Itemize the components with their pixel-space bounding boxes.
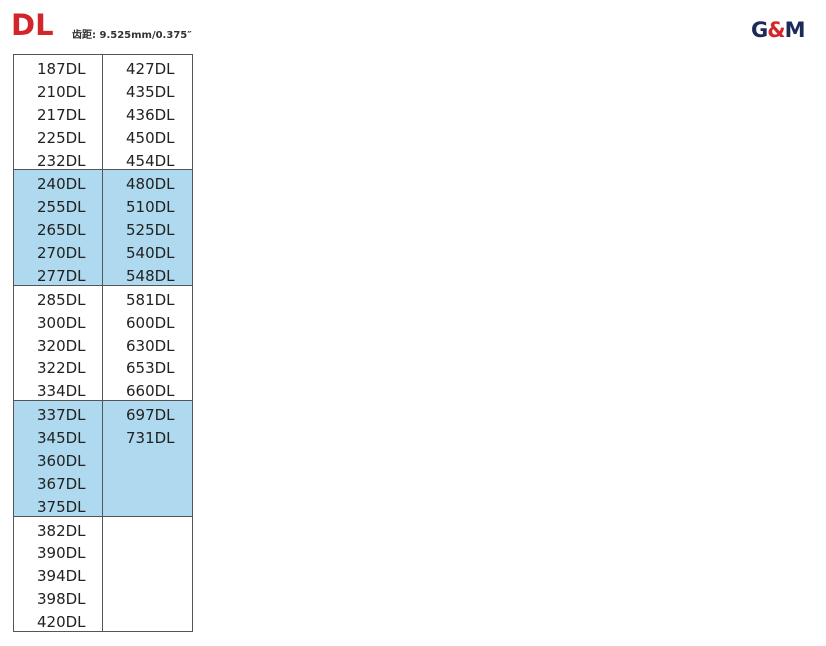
part-number: 277DL (37, 266, 86, 285)
table-cell-left: 240DL 255DL 265DL 270DL 277DL (14, 170, 103, 285)
part-number: 420DL (37, 613, 86, 632)
part-number: 210DL (37, 82, 86, 101)
part-number: 697DL (126, 406, 175, 425)
part-number: 390DL (37, 544, 86, 563)
part-number: 450DL (126, 128, 175, 147)
table-cell-left: 285DL 300DL 320DL 322DL 334DL (14, 285, 103, 401)
part-number: 436DL (126, 105, 175, 124)
part-number: 320DL (37, 336, 86, 355)
part-number: 255DL (37, 198, 86, 217)
part-number: 653DL (126, 359, 175, 378)
table-cell-right: 697DL 731DL (103, 401, 192, 515)
table-group: 382DL 390DL 394DL 398DL 420DL (14, 515, 192, 632)
table-cell-right: 427DL 435DL 436DL 450DL 454DL (103, 55, 192, 170)
table-cell-right: 581DL 600DL 630DL 653DL 660DL (103, 286, 192, 401)
part-number: 398DL (37, 590, 86, 609)
part-number-table: 187DL 210DL 217DL 225DL 232DL 427DL 435DL 436DL… (13, 54, 193, 632)
part-number: 394DL (37, 567, 86, 586)
table-cell-left: 187DL 210DL 217DL 225DL 232DL (14, 55, 103, 170)
part-number: 345DL (37, 429, 86, 448)
part-number: 581DL (126, 290, 175, 309)
part-number: 435DL (126, 82, 175, 101)
page-title: DL (11, 8, 54, 42)
part-number: 300DL (37, 313, 86, 332)
part-number: 285DL (37, 290, 86, 309)
part-number: 225DL (37, 128, 86, 147)
part-number: 240DL (37, 175, 86, 194)
part-number: 337DL (37, 406, 86, 425)
table-group: 240DL 255DL 265DL 270DL 277DL 480DL 510DL 525DL… (14, 169, 192, 285)
part-number: 548DL (126, 266, 175, 285)
part-number: 270DL (37, 244, 86, 263)
pitch-label: 齿距: 9.525mm/0.375″ (72, 30, 192, 41)
part-number: 360DL (37, 451, 86, 470)
part-number: 367DL (37, 474, 86, 493)
part-number: 454DL (126, 151, 175, 170)
part-number: 427DL (126, 60, 175, 78)
table-cell-left: 337DL 345DL 360DL 367DL 375DL (14, 401, 103, 516)
part-number: 540DL (126, 244, 175, 263)
part-number: 187DL (37, 60, 86, 78)
part-number: 480DL (126, 175, 175, 194)
table-cell-left: 382DL 390DL 394DL 398DL 420DL (14, 516, 103, 632)
part-number: 660DL (126, 382, 175, 401)
table-cell-right: 480DL 510DL 525DL 540DL 548DL (103, 170, 192, 285)
table-cell-right (103, 517, 192, 631)
part-number: 217DL (37, 105, 86, 124)
brand-logo: G&M (751, 18, 805, 42)
table-group: 337DL 345DL 360DL 367DL 375DL 697DL 731DL (14, 400, 192, 516)
part-number: 334DL (37, 382, 86, 401)
part-number: 322DL (37, 359, 86, 378)
table-group: 187DL 210DL 217DL 225DL 232DL 427DL 435DL 436DL… (14, 55, 192, 170)
part-number: 265DL (37, 221, 86, 240)
part-number: 232DL (37, 151, 86, 170)
part-number: 375DL (37, 497, 86, 516)
part-number: 510DL (126, 198, 175, 217)
part-number: 600DL (126, 313, 175, 332)
part-number: 731DL (126, 429, 175, 448)
table-group: 285DL 300DL 320DL 322DL 334DL 581DL 600DL 630DL… (14, 284, 192, 401)
part-number: 382DL (37, 521, 86, 540)
part-number: 630DL (126, 336, 175, 355)
part-number: 525DL (126, 221, 175, 240)
